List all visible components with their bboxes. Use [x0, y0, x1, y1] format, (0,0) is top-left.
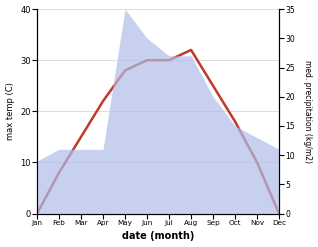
X-axis label: date (month): date (month) [122, 231, 194, 242]
Y-axis label: max temp (C): max temp (C) [5, 82, 15, 140]
Y-axis label: med. precipitation (kg/m2): med. precipitation (kg/m2) [303, 60, 313, 163]
